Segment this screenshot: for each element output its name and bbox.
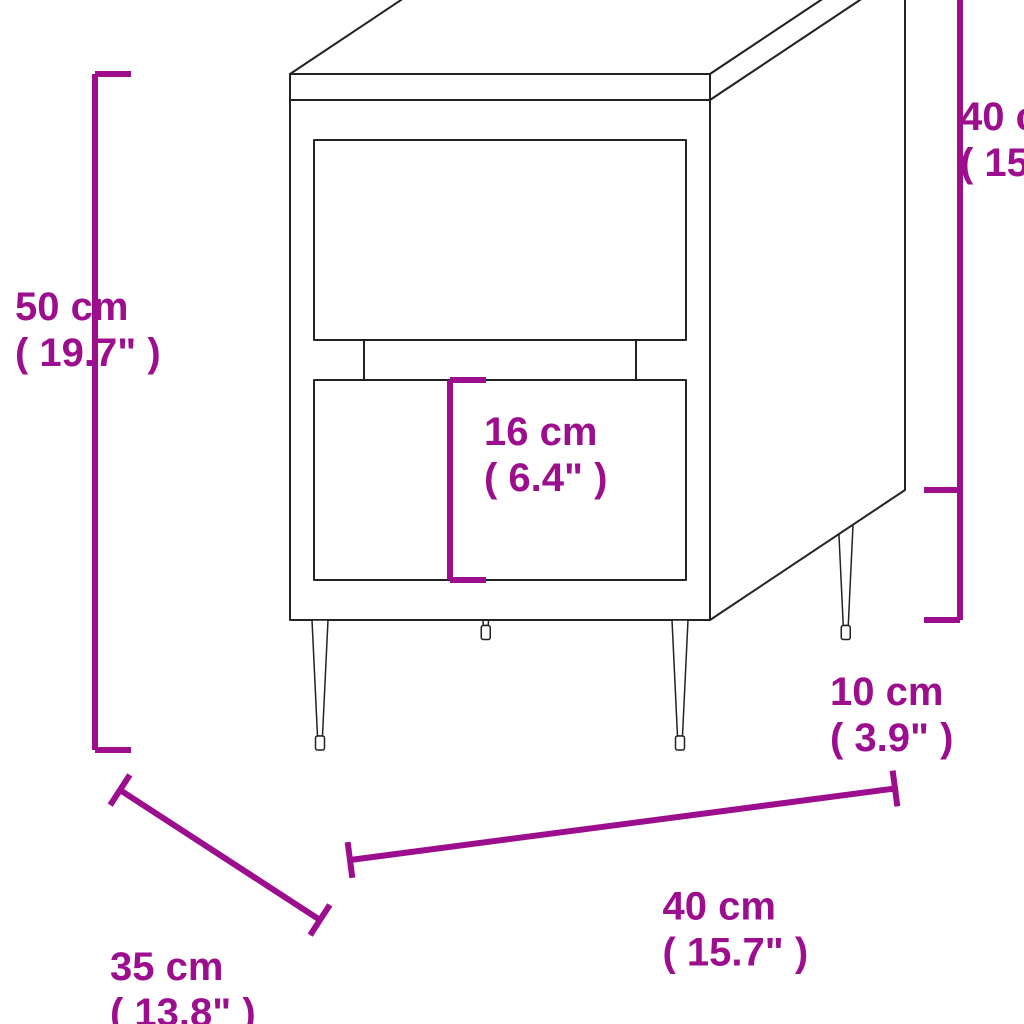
dim-leg-height: 10 cm( 3.9" ) <box>830 670 953 760</box>
dim-total-height: 50 cm( 19.7" ) <box>15 285 161 375</box>
dimension-diagram: 50 cm( 19.7" ) 40 cm( 15.7" ) 10 cm( 3.9" … <box>0 0 1024 1024</box>
dim-depth: 35 cm( 13.8" ) <box>110 945 256 1024</box>
dim-width: 40 cm( 15.7" ) <box>663 884 809 974</box>
dim-body-height: 40 cm( 15.7" ) <box>960 95 1024 185</box>
